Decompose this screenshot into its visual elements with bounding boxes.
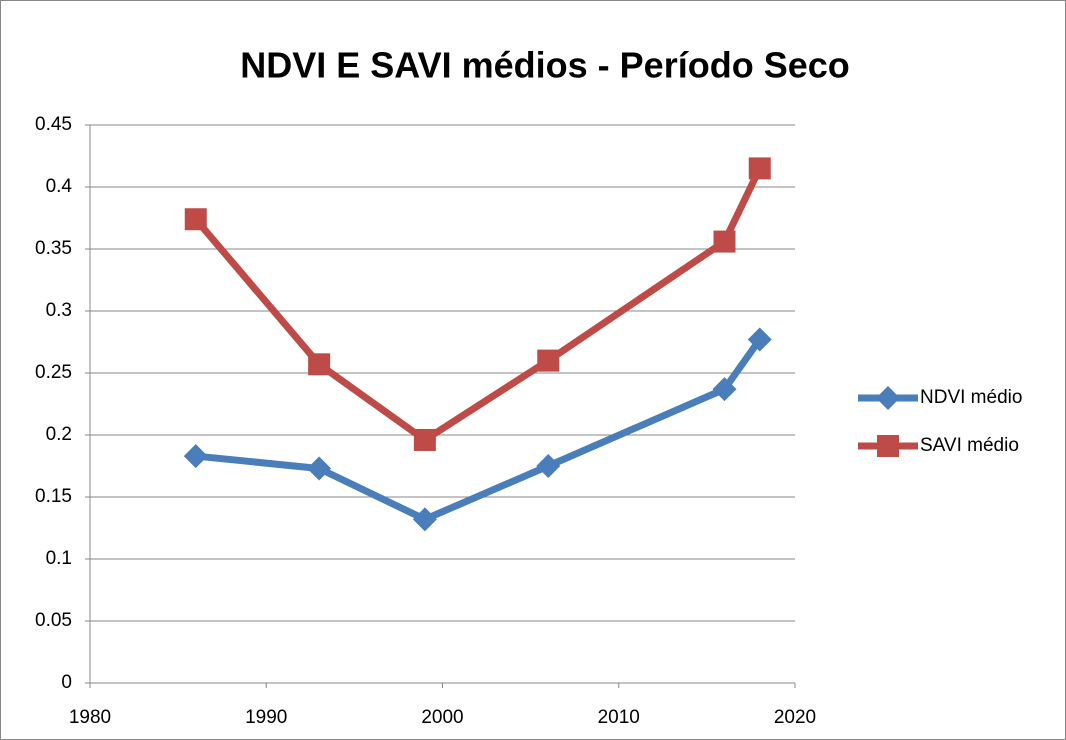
series-line xyxy=(193,166,763,444)
y-tick-label: 0.25 xyxy=(35,362,72,383)
data-point xyxy=(537,349,560,372)
data-point xyxy=(712,377,737,402)
legend-marker xyxy=(877,435,899,457)
y-tick-label: 0.15 xyxy=(35,486,72,507)
y-tick-label: 0.4 xyxy=(46,176,73,197)
chart-title: NDVI E SAVI médios - Período Seco xyxy=(240,45,849,86)
x-tick-label: 2000 xyxy=(421,707,463,728)
x-tick-label: 1980 xyxy=(69,707,111,728)
data-point xyxy=(308,353,331,376)
data-point xyxy=(413,428,436,451)
data-point xyxy=(307,456,332,481)
data-point xyxy=(412,507,437,532)
legend-label: SAVI médio xyxy=(920,435,1019,456)
y-tick-label: 0 xyxy=(61,672,72,693)
y-tick-label: 0.45 xyxy=(35,114,72,135)
y-tick-label: 0.3 xyxy=(46,300,72,321)
series-line xyxy=(195,337,763,523)
legend-marker xyxy=(876,386,900,410)
data-point xyxy=(713,230,736,253)
data-point xyxy=(748,157,771,180)
y-tick-label: 0.35 xyxy=(35,238,72,259)
x-tick-label: 2020 xyxy=(774,707,816,728)
data-point xyxy=(536,454,561,478)
data-point xyxy=(183,444,208,469)
legend-label: NDVI médio xyxy=(920,387,1022,408)
data-point xyxy=(747,327,772,352)
y-tick-label: 0.2 xyxy=(46,424,72,445)
y-tick-label: 0.05 xyxy=(35,610,72,631)
y-tick-label: 0.1 xyxy=(46,548,72,569)
data-point xyxy=(184,208,207,231)
x-tick-label: 2010 xyxy=(598,707,640,728)
x-tick-label: 1990 xyxy=(245,707,287,728)
